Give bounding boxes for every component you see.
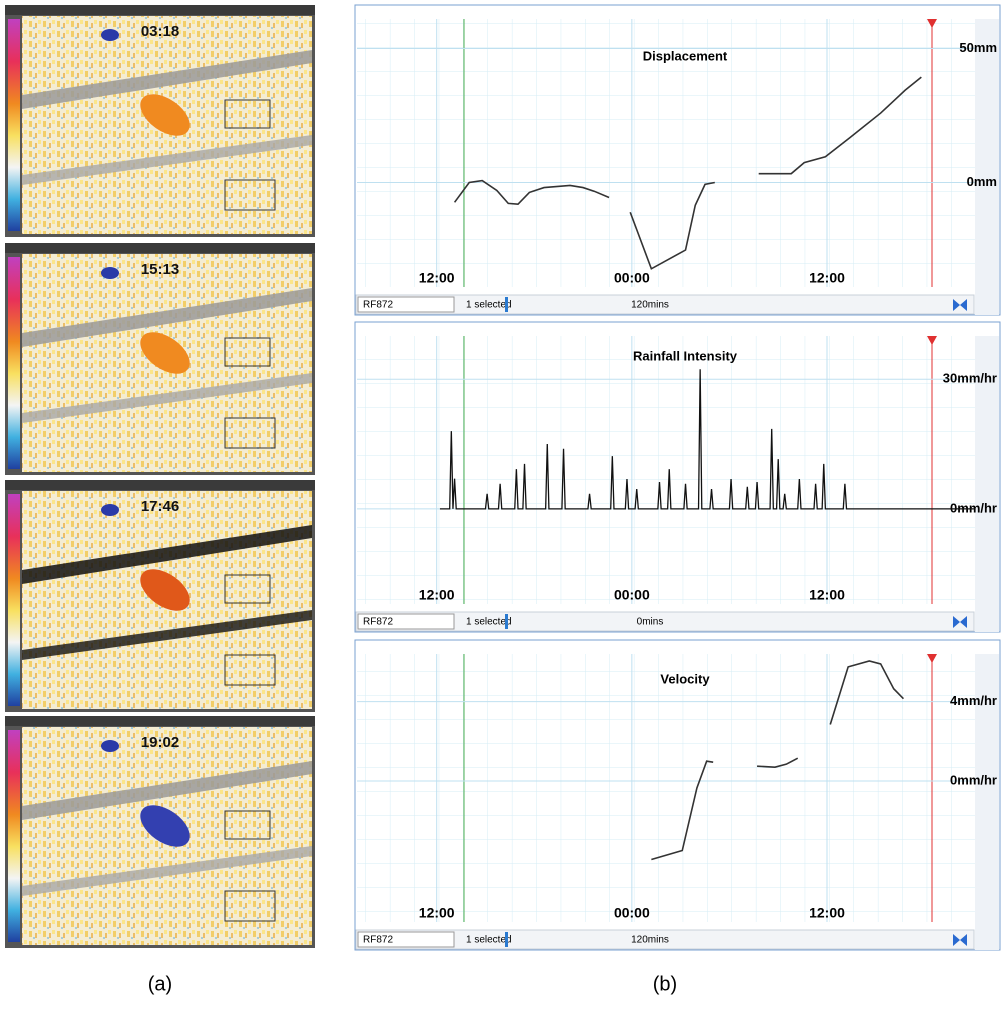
- selection: 1 selected: [466, 617, 512, 628]
- caption: (b): [653, 973, 677, 995]
- y-tick-label: 50mm: [959, 40, 997, 55]
- timestamp: 03:18: [141, 23, 179, 40]
- interval: 0mins: [637, 617, 664, 628]
- plot-area: [357, 336, 975, 604]
- slider-thumb: [505, 297, 508, 312]
- x-tick-label: 12:00: [419, 905, 455, 921]
- figure: 03:18 15:13 17:46 19:02 50mm 0mm 12:00 00:00 12…: [0, 0, 1002, 1007]
- slider-thumb: [505, 614, 508, 629]
- charts: 50mm 0mm 12:00 00:00 12:00 Displacement RF872 1…: [355, 5, 1000, 950]
- station: RF872: [363, 617, 393, 628]
- x-tick-label: 00:00: [614, 270, 650, 286]
- map-panels: 03:18 15:13 17:46 19:02: [5, 5, 315, 948]
- selection: 1 selected: [466, 935, 512, 946]
- map-panel: 19:02: [5, 716, 315, 948]
- blue-spot: [101, 29, 119, 41]
- timestamp: 15:13: [141, 261, 179, 278]
- map-title-bar: [5, 5, 315, 15]
- y-tick-label: 30mm/hr: [943, 371, 997, 386]
- station: RF872: [363, 300, 393, 311]
- map-title-bar: [5, 480, 315, 490]
- map-panel: 15:13: [5, 243, 315, 475]
- color-bar: [8, 19, 20, 231]
- map-panel: 17:46: [5, 480, 315, 712]
- x-tick-label: 00:00: [614, 587, 650, 603]
- plot-area: [357, 654, 975, 922]
- blue-spot: [101, 504, 119, 516]
- x-tick-label: 00:00: [614, 905, 650, 921]
- y-tick-label: 4mm/hr: [950, 693, 997, 708]
- blue-spot: [101, 740, 119, 752]
- selection: 1 selected: [466, 300, 512, 311]
- slider-thumb: [505, 932, 508, 947]
- map-title-bar: [5, 716, 315, 726]
- timestamp: 19:02: [141, 734, 179, 751]
- x-tick-label: 12:00: [809, 587, 845, 603]
- y-tick-label: 0mm: [967, 174, 997, 189]
- x-tick-label: 12:00: [809, 270, 845, 286]
- x-tick-label: 12:00: [809, 905, 845, 921]
- chart: 50mm 0mm 12:00 00:00 12:00 Displacement RF872 1…: [355, 5, 1000, 315]
- interval: 120mins: [631, 935, 669, 946]
- map-title-bar: [5, 243, 315, 253]
- chart-title: Velocity: [660, 671, 710, 686]
- color-bar: [8, 257, 20, 469]
- toolbar: [975, 19, 999, 315]
- chart: 4mm/hr 0mm/hr 12:00 00:00 12:00 Velocity RF872…: [355, 640, 1000, 950]
- interval: 120mins: [631, 300, 669, 311]
- chart: 30mm/hr 0mm/hr 12:00 00:00 12:00 Rainfall Int…: [355, 322, 1000, 632]
- x-tick-label: 12:00: [419, 270, 455, 286]
- blue-spot: [101, 267, 119, 279]
- map-panel: 03:18: [5, 5, 315, 237]
- color-bar: [8, 494, 20, 706]
- chart-title: Rainfall Intensity: [633, 348, 738, 363]
- y-tick-label: 0mm/hr: [950, 772, 997, 787]
- station: RF872: [363, 935, 393, 946]
- color-bar: [8, 730, 20, 942]
- x-tick-label: 12:00: [419, 587, 455, 603]
- y-tick-label: 0mm/hr: [950, 500, 997, 515]
- caption: (a): [148, 973, 172, 995]
- timestamp: 17:46: [141, 498, 179, 515]
- chart-title: Displacement: [643, 48, 728, 63]
